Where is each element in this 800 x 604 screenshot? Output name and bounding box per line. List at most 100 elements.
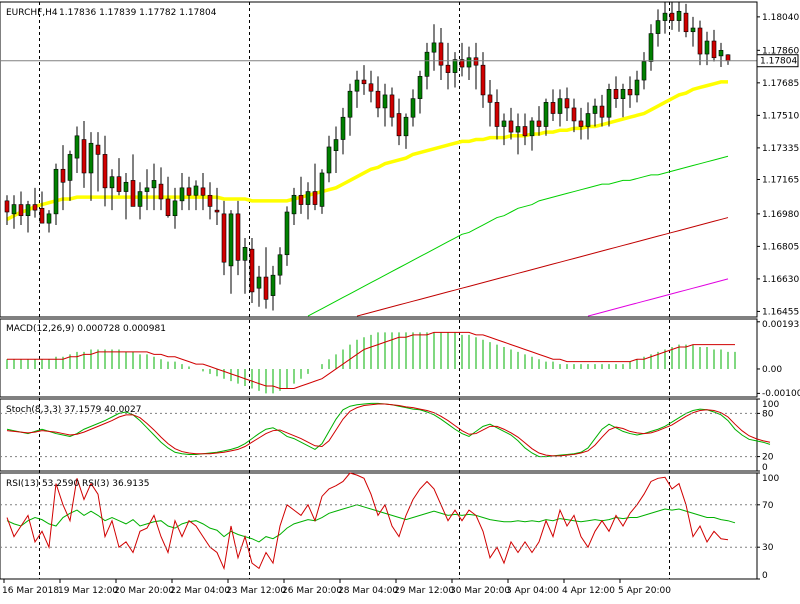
candle[interactable] bbox=[25, 200, 31, 233]
candle[interactable] bbox=[319, 169, 325, 214]
candle[interactable] bbox=[74, 126, 80, 173]
candle[interactable] bbox=[368, 70, 374, 103]
candle[interactable] bbox=[305, 182, 311, 220]
candle[interactable] bbox=[382, 83, 388, 127]
candle[interactable] bbox=[256, 265, 262, 307]
candle[interactable] bbox=[39, 191, 45, 224]
candle[interactable] bbox=[109, 169, 115, 211]
candle[interactable] bbox=[158, 167, 164, 211]
rsi-panel[interactable] bbox=[6, 472, 736, 571]
candle[interactable] bbox=[438, 28, 444, 81]
candle[interactable] bbox=[417, 70, 423, 114]
stoch-panel[interactable] bbox=[6, 402, 771, 458]
candle[interactable] bbox=[445, 42, 451, 90]
candle[interactable] bbox=[11, 195, 17, 229]
candle[interactable] bbox=[410, 89, 416, 127]
candle[interactable] bbox=[424, 42, 430, 90]
candle[interactable] bbox=[144, 169, 150, 211]
candle[interactable] bbox=[270, 265, 276, 311]
candle[interactable] bbox=[522, 113, 528, 146]
candle[interactable] bbox=[375, 76, 381, 118]
candle[interactable] bbox=[536, 106, 542, 136]
candle[interactable] bbox=[46, 210, 52, 233]
candle[interactable] bbox=[389, 87, 395, 127]
candle[interactable] bbox=[123, 172, 129, 220]
candle[interactable] bbox=[172, 187, 178, 229]
candle[interactable] bbox=[606, 83, 612, 127]
candle[interactable] bbox=[193, 180, 199, 211]
candle[interactable] bbox=[88, 132, 94, 201]
candle[interactable] bbox=[648, 24, 654, 71]
candle[interactable] bbox=[116, 158, 122, 196]
candle[interactable] bbox=[466, 46, 472, 81]
candle[interactable] bbox=[494, 89, 500, 140]
candle[interactable] bbox=[529, 117, 535, 151]
candle[interactable] bbox=[361, 65, 367, 95]
candle[interactable] bbox=[669, 2, 675, 30]
candle[interactable] bbox=[473, 42, 479, 90]
candle[interactable] bbox=[452, 52, 458, 88]
candle[interactable] bbox=[186, 176, 192, 211]
candle[interactable] bbox=[396, 98, 402, 146]
candle[interactable] bbox=[704, 31, 710, 66]
candle[interactable] bbox=[81, 120, 87, 188]
candle[interactable] bbox=[697, 20, 703, 66]
candle[interactable] bbox=[718, 42, 724, 68]
candle[interactable] bbox=[340, 107, 346, 155]
candle[interactable] bbox=[207, 182, 213, 220]
candle[interactable] bbox=[235, 200, 241, 276]
candle[interactable] bbox=[543, 98, 549, 136]
candle[interactable] bbox=[501, 113, 507, 146]
candle[interactable] bbox=[690, 16, 696, 47]
candle[interactable] bbox=[130, 154, 136, 207]
candle[interactable] bbox=[32, 187, 38, 218]
candle[interactable] bbox=[655, 9, 661, 47]
candle[interactable] bbox=[333, 126, 339, 173]
candle[interactable] bbox=[459, 42, 465, 77]
candle[interactable] bbox=[263, 247, 269, 309]
candle[interactable] bbox=[662, 2, 668, 34]
candle[interactable] bbox=[557, 89, 563, 127]
candle[interactable] bbox=[53, 163, 59, 226]
candle[interactable] bbox=[431, 24, 437, 71]
candle[interactable] bbox=[480, 52, 486, 108]
candle[interactable] bbox=[221, 200, 227, 276]
candle[interactable] bbox=[312, 163, 318, 211]
candle[interactable] bbox=[326, 135, 332, 183]
candle[interactable] bbox=[95, 132, 101, 192]
candle[interactable] bbox=[571, 98, 577, 133]
candle[interactable] bbox=[627, 76, 633, 108]
macd-panel[interactable] bbox=[6, 331, 736, 394]
candle[interactable] bbox=[277, 247, 283, 285]
candle[interactable] bbox=[4, 195, 10, 226]
candle[interactable] bbox=[641, 52, 647, 90]
candle[interactable] bbox=[102, 135, 108, 207]
candle[interactable] bbox=[578, 107, 584, 140]
candle[interactable] bbox=[249, 238, 255, 304]
candle[interactable] bbox=[354, 70, 360, 108]
candle[interactable] bbox=[620, 83, 626, 118]
candle[interactable] bbox=[291, 187, 297, 226]
candle[interactable] bbox=[347, 83, 353, 136]
candle[interactable] bbox=[634, 70, 640, 103]
candle[interactable] bbox=[676, 2, 682, 32]
candle[interactable] bbox=[137, 182, 143, 220]
candle[interactable] bbox=[200, 172, 206, 211]
candle[interactable] bbox=[60, 145, 66, 211]
candle[interactable] bbox=[151, 163, 157, 211]
candle[interactable] bbox=[18, 191, 24, 226]
candle[interactable] bbox=[403, 113, 409, 149]
price-panel[interactable]: 1.17804 bbox=[0, 2, 799, 317]
candle[interactable] bbox=[228, 210, 234, 294]
candle[interactable] bbox=[564, 87, 570, 121]
candle[interactable] bbox=[592, 98, 598, 127]
candle[interactable] bbox=[165, 176, 171, 218]
candle[interactable] bbox=[298, 176, 304, 214]
candle[interactable] bbox=[585, 102, 591, 140]
candle[interactable] bbox=[67, 150, 73, 201]
candle[interactable] bbox=[683, 3, 689, 38]
candle[interactable] bbox=[179, 172, 185, 211]
candle[interactable] bbox=[487, 80, 493, 127]
